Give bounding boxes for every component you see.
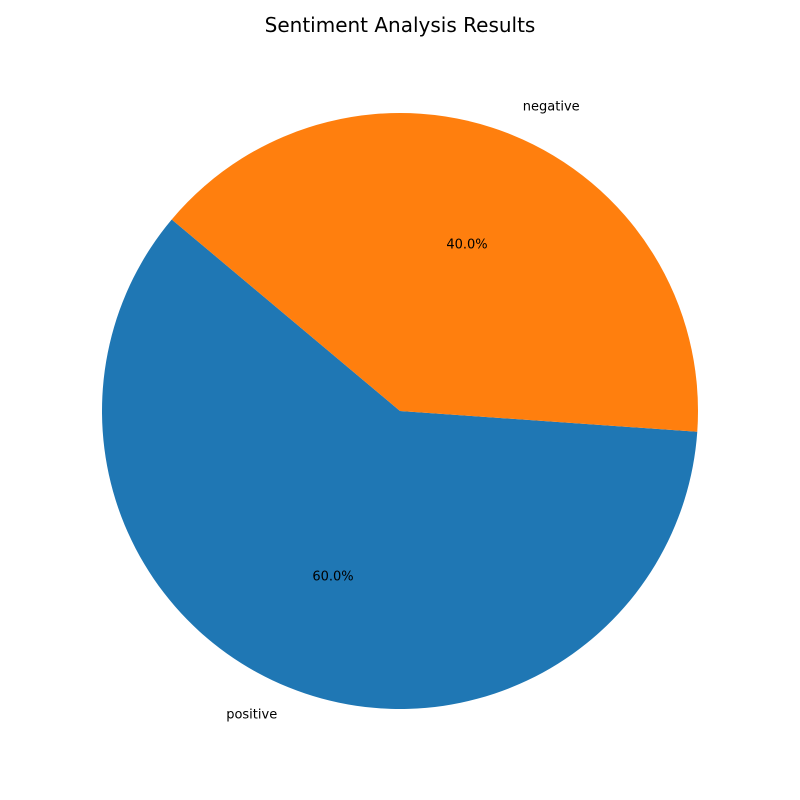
- slice-percent-positive: 60.0%: [312, 569, 353, 584]
- pie-slice-negative: [171, 112, 698, 432]
- pie-slice-positive: [102, 219, 698, 709]
- pie-slices: [102, 112, 698, 709]
- slice-label-negative: negative: [523, 100, 580, 115]
- slice-percent-negative: 40.0%: [446, 238, 487, 253]
- slice-label-positive: positive: [226, 707, 277, 722]
- pie-labels: positive 60.0% negative 40.0%: [226, 100, 579, 723]
- chart-title: Sentiment Analysis Results: [265, 13, 536, 37]
